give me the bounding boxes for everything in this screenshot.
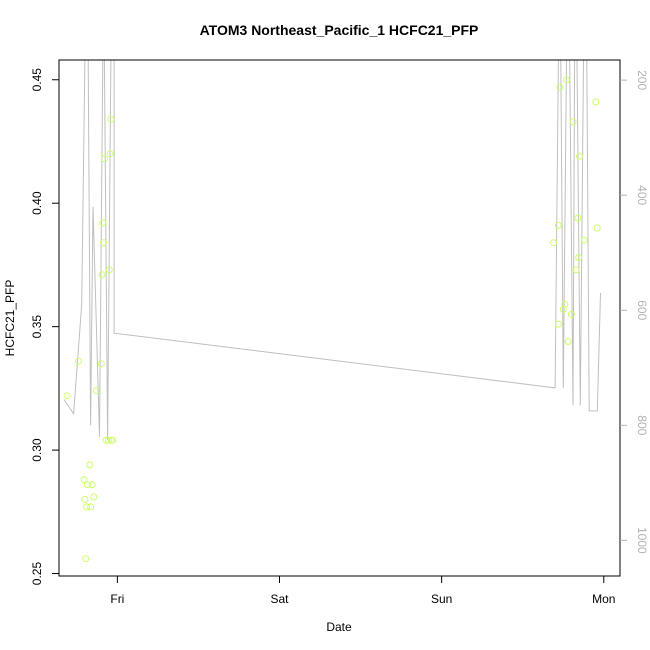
data-point bbox=[567, 310, 575, 318]
data-point bbox=[81, 496, 89, 503]
data-point bbox=[554, 221, 562, 229]
x-tick-label: Fri bbox=[110, 592, 124, 606]
y-axis-label: HCFC21_PFP bbox=[3, 280, 17, 357]
data-point bbox=[109, 436, 116, 444]
data-point bbox=[80, 476, 88, 484]
y2-axis: 200 400 600 800 1000 bbox=[620, 70, 649, 554]
data-point bbox=[569, 118, 577, 126]
data-point bbox=[556, 83, 564, 91]
y-axis: 0.25 0.30 0.35 0.40 0.45 bbox=[30, 68, 59, 585]
data-point bbox=[576, 152, 583, 160]
y2-tick-label: 400 bbox=[635, 185, 649, 205]
data-point bbox=[75, 357, 82, 365]
data-point bbox=[561, 300, 569, 308]
data-point bbox=[87, 503, 95, 511]
data-point bbox=[554, 320, 562, 328]
right-axis-line-series bbox=[63, 59, 601, 440]
y2-tick-label: 200 bbox=[635, 70, 649, 90]
y2-tick-label: 800 bbox=[635, 415, 649, 435]
x-tick-label: Mon bbox=[592, 592, 615, 606]
data-point bbox=[90, 493, 98, 501]
data-point bbox=[564, 338, 572, 345]
data-point bbox=[592, 98, 600, 106]
data-point bbox=[105, 266, 113, 274]
data-point bbox=[550, 239, 557, 247]
x-axis-label: Date bbox=[326, 620, 352, 634]
data-point bbox=[572, 266, 580, 274]
data-point bbox=[580, 236, 588, 244]
data-point bbox=[83, 481, 91, 489]
x-axis: Fri Sat Sun Mon bbox=[110, 576, 615, 606]
data-point bbox=[107, 115, 115, 123]
data-point bbox=[105, 436, 112, 444]
data-point bbox=[100, 155, 108, 163]
data-point bbox=[63, 392, 71, 400]
data-point bbox=[92, 387, 100, 395]
y2-tick-label: 600 bbox=[635, 300, 649, 320]
chart-title: ATOM3 Northeast_Pacific_1 HCFC21_PFP bbox=[200, 22, 479, 38]
data-point bbox=[86, 461, 94, 469]
left-axis-point-series bbox=[63, 76, 601, 563]
y-tick-label: 0.40 bbox=[30, 191, 44, 215]
data-point bbox=[575, 254, 583, 261]
data-point bbox=[97, 360, 105, 368]
data-point bbox=[574, 214, 582, 222]
data-point bbox=[563, 76, 570, 84]
plot-frame bbox=[58, 59, 621, 577]
data-point bbox=[100, 239, 108, 247]
y-tick-label: 0.30 bbox=[30, 438, 44, 462]
data-point bbox=[88, 481, 96, 489]
y2-tick-label: 1000 bbox=[635, 527, 649, 554]
data-point bbox=[593, 224, 601, 232]
x-tick-label: Sat bbox=[271, 592, 290, 606]
data-point bbox=[559, 305, 567, 313]
data-point bbox=[99, 219, 107, 227]
y-tick-label: 0.45 bbox=[30, 68, 44, 92]
y-tick-label: 0.25 bbox=[30, 562, 44, 586]
data-point bbox=[82, 555, 90, 563]
series-line bbox=[63, 59, 601, 440]
data-point bbox=[106, 150, 114, 158]
y-tick-label: 0.35 bbox=[30, 315, 44, 339]
data-point bbox=[98, 271, 106, 279]
data-point bbox=[83, 503, 91, 511]
x-tick-label: Sun bbox=[431, 592, 452, 606]
